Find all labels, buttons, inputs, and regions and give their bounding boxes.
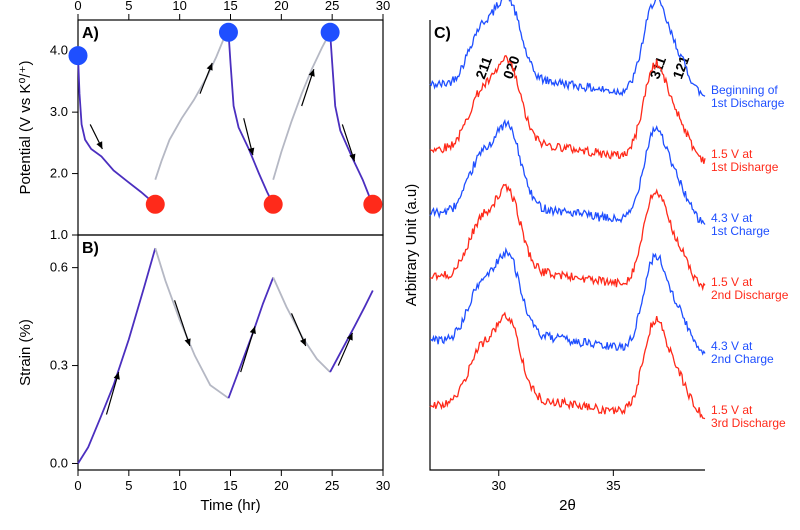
svg-text:25: 25 [325, 478, 339, 493]
xrd-trace-label: 2nd Charge [711, 352, 774, 366]
panel-b-label: B) [82, 240, 99, 257]
cycle-marker [219, 23, 237, 41]
panel-a-label: A) [82, 25, 99, 42]
svg-text:35: 35 [606, 478, 620, 493]
svg-text:0.0: 0.0 [50, 455, 68, 470]
svg-text:0.3: 0.3 [50, 358, 68, 373]
svg-text:10: 10 [172, 478, 186, 493]
xrd-trace [430, 313, 705, 419]
xrd-trace-label: 1st Disharge [711, 160, 779, 174]
xrd-trace-label: 4.3 V at [711, 339, 753, 353]
svg-text:4.0: 4.0 [50, 43, 68, 58]
svg-text:15: 15 [223, 478, 237, 493]
panel-b-ytitle: Strain (%) [17, 319, 34, 386]
strain-curve [155, 248, 228, 398]
svg-text:3.0: 3.0 [50, 104, 68, 119]
xrd-trace [430, 0, 705, 96]
xrd-trace [430, 121, 705, 225]
svg-text:30: 30 [376, 478, 390, 493]
svg-text:30: 30 [492, 478, 506, 493]
potential-curve [229, 32, 274, 204]
panel-c-ytitle: Arbitrary Unit (a.u) [403, 184, 420, 307]
svg-text:0.6: 0.6 [50, 260, 68, 275]
potential-curve [78, 56, 155, 205]
cycle-marker [146, 195, 164, 213]
cycle-marker [264, 195, 282, 213]
figure-svg: 0 5 10 15 20 25 30 1.0 2.0 3.0 4.0 Potential (V vs … [0, 0, 800, 530]
xrd-trace [430, 249, 705, 354]
cycle-marker [69, 47, 87, 65]
svg-text:15: 15 [223, 0, 237, 13]
cycle-marker [321, 23, 339, 41]
potential-curve [273, 32, 330, 179]
svg-text:5: 5 [125, 0, 132, 13]
panel-c-label: C) [434, 25, 451, 42]
svg-text:0: 0 [74, 0, 81, 13]
potential-curve [155, 32, 228, 179]
xrd-trace-label: 1.5 V at [711, 403, 753, 417]
xrd-trace-label: Beginning of [711, 83, 778, 97]
xrd-trace-label: 1st Charge [711, 224, 770, 238]
xrd-trace-label: 3rd Discharge [711, 416, 786, 430]
xrd-trace-label: 1.5 V at [711, 275, 753, 289]
xrd-trace-label: 2nd Discharge [711, 288, 789, 302]
svg-text:20: 20 [274, 478, 288, 493]
figure-root: 0 5 10 15 20 25 30 1.0 2.0 3.0 4.0 Potential (V vs … [0, 0, 800, 530]
svg-text:10: 10 [172, 0, 186, 13]
svg-text:1.0: 1.0 [50, 227, 68, 242]
panel-c-xtitle: 2θ [559, 497, 576, 514]
svg-text:2.0: 2.0 [50, 166, 68, 181]
svg-text:5: 5 [125, 478, 132, 493]
svg-text:25: 25 [325, 0, 339, 13]
svg-text:30: 30 [376, 0, 390, 13]
panel-a-ytitle: Potential (V vs K⁰/⁺) [17, 61, 34, 195]
potential-curve [330, 32, 373, 204]
svg-text:0: 0 [74, 478, 81, 493]
strain-curve [273, 277, 330, 372]
cycle-marker [364, 195, 382, 213]
svg-text:20: 20 [274, 0, 288, 13]
xrd-trace-label: 1st Discharge [711, 96, 785, 110]
xrd-trace-label: 1.5 V at [711, 147, 753, 161]
xrd-trace [430, 185, 705, 289]
xrd-trace-label: 4.3 V at [711, 211, 753, 225]
strain-curve [78, 248, 155, 463]
xrd-peak-label: 211 [472, 54, 495, 81]
panel-b-xtitle: Time (hr) [200, 497, 260, 514]
xrd-peak-label: 020 [500, 53, 523, 81]
strain-curve [330, 291, 373, 373]
